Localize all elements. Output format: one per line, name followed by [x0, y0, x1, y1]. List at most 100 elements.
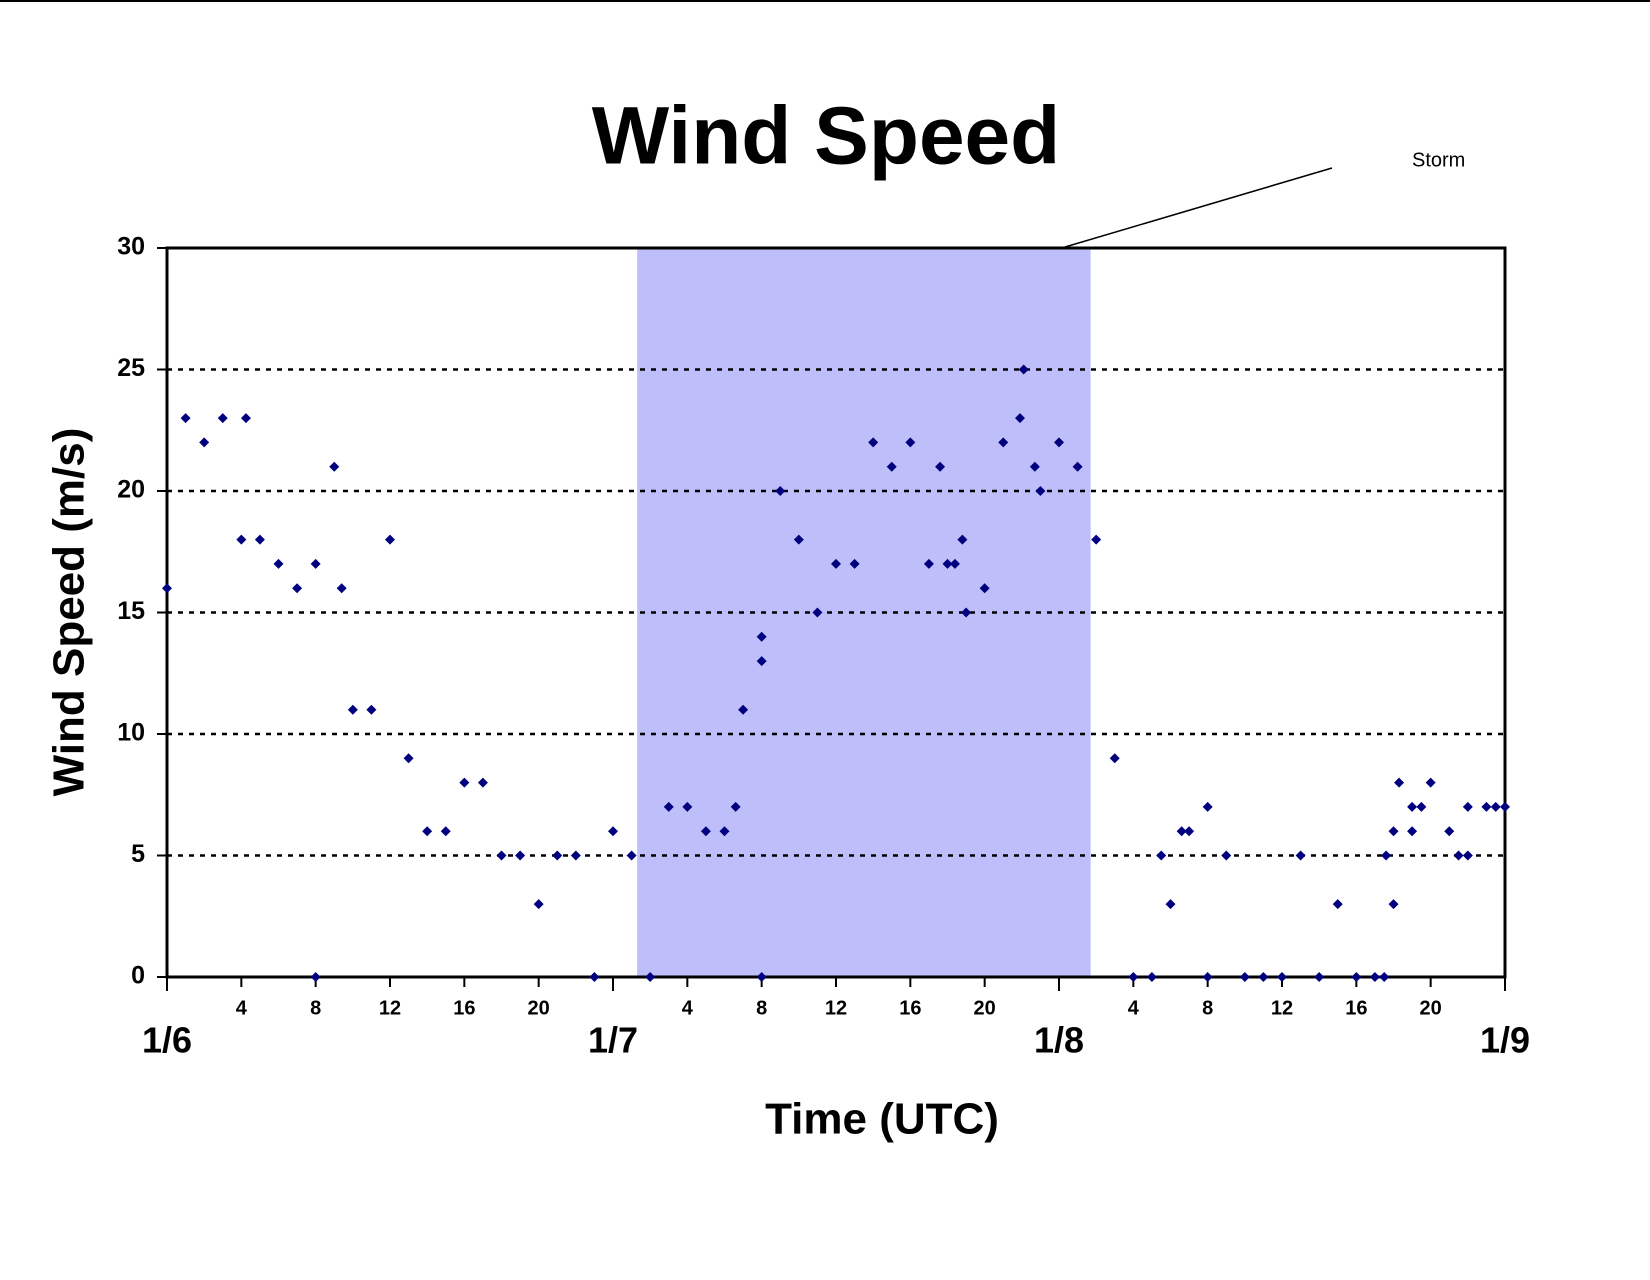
x-tick-label: 8	[310, 997, 321, 1019]
data-point	[608, 826, 618, 837]
data-point	[589, 972, 600, 982]
data-point	[942, 558, 953, 569]
data-point	[1239, 972, 1250, 982]
data-point	[1351, 972, 1362, 982]
data-point	[1453, 850, 1464, 861]
data-point	[730, 801, 741, 812]
data-point	[1407, 826, 1418, 837]
data-point	[756, 972, 767, 982]
data-point	[1109, 753, 1120, 764]
x-tick-label: 12	[1271, 997, 1293, 1019]
data-point	[1388, 826, 1399, 837]
data-point	[477, 777, 488, 788]
data-point	[738, 704, 749, 715]
data-point	[1018, 364, 1029, 375]
data-point	[626, 850, 637, 861]
data-point	[1014, 413, 1025, 424]
data-point	[310, 558, 321, 569]
data-point	[812, 607, 823, 618]
data-point	[775, 486, 786, 496]
data-point	[1381, 850, 1392, 861]
data-point	[1176, 826, 1187, 837]
y-tick-label: 0	[131, 962, 145, 990]
data-point	[403, 753, 414, 764]
data-point	[1425, 777, 1436, 788]
date-tick-label: 1/6	[142, 1020, 192, 1061]
y-tick-label: 5	[131, 840, 145, 868]
data-point	[886, 461, 897, 472]
data-point	[1490, 801, 1501, 812]
x-tick-label: 16	[899, 997, 921, 1019]
data-point	[961, 607, 972, 618]
x-tick-label: 20	[528, 997, 550, 1019]
x-tick-label: 12	[379, 997, 401, 1019]
data-point	[162, 583, 172, 594]
data-point	[1258, 972, 1269, 982]
data-point	[1394, 777, 1405, 788]
x-tick-label: 16	[1345, 997, 1367, 1019]
data-point	[570, 850, 581, 861]
data-point	[1444, 826, 1455, 837]
data-point	[700, 826, 711, 837]
data-point	[329, 461, 340, 472]
data-point	[199, 437, 210, 448]
data-point	[1202, 972, 1213, 982]
x-tick-label: 4	[682, 997, 694, 1019]
annotation-leader	[1064, 167, 1333, 248]
data-point	[292, 583, 303, 594]
data-point	[366, 704, 377, 715]
data-point	[440, 826, 451, 837]
data-point	[310, 972, 321, 982]
data-point	[496, 850, 507, 861]
y-tick-label: 30	[117, 233, 145, 261]
data-point	[552, 850, 563, 861]
data-point	[719, 826, 730, 837]
x-tick-label: 20	[1420, 997, 1442, 1019]
y-axis-label: Wind Speed (m/s)	[45, 428, 94, 797]
x-tick-label: 4	[236, 997, 248, 1019]
x-tick-label: 12	[825, 997, 847, 1019]
data-point	[756, 631, 767, 642]
data-point	[957, 534, 968, 545]
data-point	[1462, 850, 1473, 861]
y-tick-label: 25	[117, 354, 145, 382]
data-point	[682, 801, 693, 812]
data-point	[1202, 801, 1213, 812]
data-point	[1277, 972, 1287, 982]
data-point	[1165, 899, 1176, 910]
data-point	[1500, 801, 1510, 812]
data-point	[1369, 972, 1380, 982]
data-point	[385, 534, 395, 545]
data-point	[533, 899, 544, 910]
data-point	[645, 972, 656, 982]
data-point	[336, 583, 347, 594]
data-point	[998, 437, 1009, 448]
y-tick-label: 15	[117, 597, 145, 625]
data-point	[1314, 972, 1325, 982]
data-point	[1481, 801, 1492, 812]
data-point	[1295, 850, 1306, 861]
data-point	[1221, 850, 1232, 861]
data-point	[459, 777, 470, 788]
data-point	[849, 558, 860, 569]
data-point	[273, 558, 284, 569]
data-point	[979, 583, 990, 594]
data-point	[1379, 972, 1390, 982]
y-tick-label: 10	[117, 719, 145, 747]
data-point	[1054, 437, 1064, 448]
data-point	[868, 437, 879, 448]
data-point	[949, 558, 960, 569]
x-axis-label: Time (UTC)	[765, 1095, 999, 1144]
date-tick-label: 1/9	[1480, 1020, 1530, 1061]
x-tick-label: 20	[974, 997, 996, 1019]
data-point	[1407, 801, 1418, 812]
data-point	[1184, 826, 1195, 837]
date-tick-label: 1/8	[1034, 1020, 1084, 1061]
data-point	[180, 413, 191, 424]
data-point	[217, 413, 228, 424]
data-point	[905, 437, 916, 448]
data-point	[1156, 850, 1167, 861]
data-point	[1416, 801, 1427, 812]
